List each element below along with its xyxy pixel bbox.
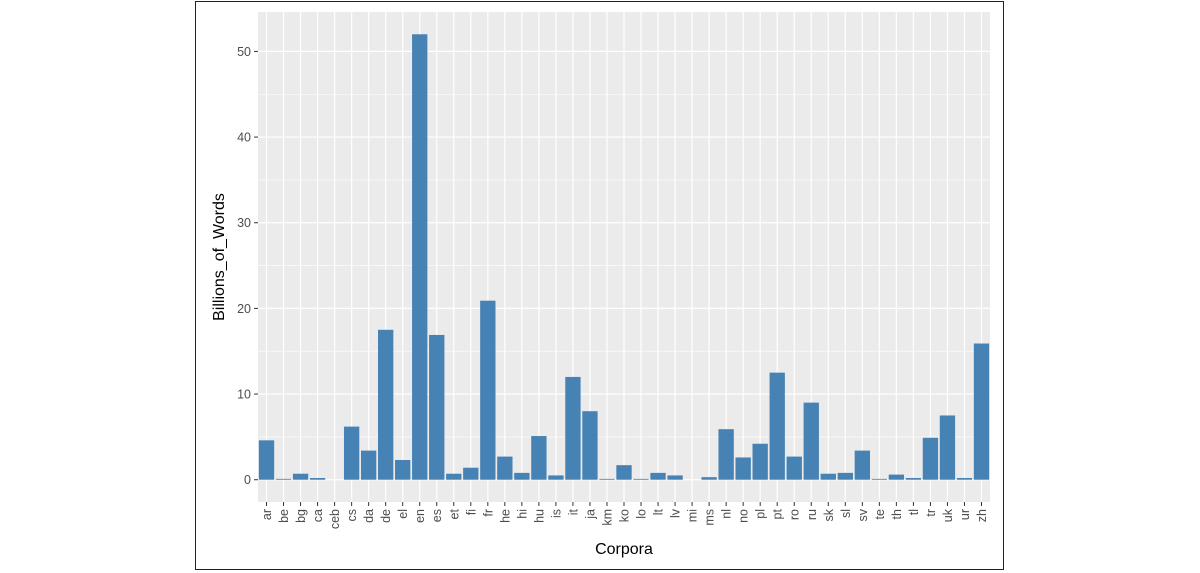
x-tick-label: sl — [839, 509, 853, 518]
x-tick-label: hu — [532, 509, 546, 523]
x-tick-label: sv — [856, 508, 870, 521]
bar-es — [429, 334, 445, 480]
y-tick-label: 0 — [244, 473, 251, 487]
x-tick-label: uk — [941, 508, 955, 522]
bar-et — [446, 473, 462, 480]
bar-te — [871, 478, 888, 480]
x-tick-label: et — [447, 508, 461, 519]
bar-ca — [309, 478, 326, 480]
x-tick-label: te — [873, 509, 887, 519]
x-tick-label: cs — [345, 509, 359, 522]
x-tick-label: he — [498, 509, 512, 523]
bar-da — [360, 450, 377, 480]
bar-ur — [956, 478, 973, 480]
y-tick-label: 20 — [237, 302, 251, 316]
bar-pl — [752, 443, 768, 480]
x-tick-label: th — [890, 509, 904, 519]
bar-ko — [616, 465, 632, 480]
bar-ro — [786, 456, 802, 480]
bar-he — [497, 456, 513, 480]
bar-hu — [531, 436, 547, 480]
x-tick-label: el — [396, 509, 410, 519]
x-tick-label: ar — [260, 509, 274, 520]
bar-tr — [922, 437, 939, 480]
x-tick-label: da — [362, 509, 376, 523]
x-tick-label: en — [413, 509, 427, 523]
bar-de — [378, 329, 394, 480]
bar-el — [395, 460, 411, 480]
bar-fi — [463, 467, 479, 480]
y-tick-label: 30 — [237, 216, 251, 230]
bar-ja — [582, 411, 598, 480]
x-tick-label: tl — [907, 509, 921, 515]
x-tick-label: is — [549, 509, 563, 518]
bar-bg — [292, 473, 309, 480]
x-tick-label: de — [379, 509, 393, 523]
x-tick-label: ko — [618, 509, 632, 522]
x-tick-label: ru — [805, 509, 819, 520]
x-tick-label: pl — [754, 509, 768, 519]
bar-ar — [258, 440, 275, 480]
bar-lv — [667, 475, 683, 480]
x-axis: ar be bg ca ceb cs da de el en es et fi fr he hi hu is it j… — [260, 502, 989, 529]
y-axis-title: Billions_of_Words — [211, 193, 228, 321]
bar-lt — [650, 472, 666, 480]
bar-nl — [718, 429, 734, 480]
x-tick-label: no — [737, 509, 751, 523]
bar-sl — [837, 472, 853, 480]
bar-uk — [939, 415, 956, 480]
bar-hi — [514, 472, 530, 480]
x-tick-label: fi — [464, 509, 478, 515]
bar-is — [548, 475, 564, 480]
x-tick-label: bg — [294, 509, 308, 523]
x-tick-label: it — [566, 508, 580, 515]
bar-ms — [701, 477, 717, 480]
bar-en — [412, 34, 428, 480]
bar-fr — [480, 300, 496, 480]
bar-be — [275, 478, 292, 480]
x-tick-label: sk — [822, 508, 836, 521]
x-tick-label: ca — [311, 509, 325, 522]
x-tick-label: be — [277, 509, 291, 523]
x-tick-label: nl — [720, 509, 734, 519]
x-tick-label: fr — [481, 509, 495, 517]
bar-lo — [633, 478, 649, 480]
x-tick-label: pt — [771, 508, 785, 519]
bar-cs — [343, 426, 360, 480]
bar-th — [888, 474, 905, 480]
bar-sk — [820, 473, 836, 480]
x-tick-label: lo — [635, 509, 649, 519]
bar-tl — [905, 478, 922, 480]
bar-no — [735, 457, 751, 480]
y-tick-label: 50 — [237, 45, 251, 59]
bar-pt — [769, 372, 785, 480]
x-tick-label: mi — [686, 509, 700, 522]
bar-ru — [803, 402, 819, 480]
x-tick-label: ja — [583, 509, 597, 520]
x-tick-label: ur — [958, 509, 972, 520]
x-tick-label: es — [430, 509, 444, 522]
x-tick-label: tr — [924, 509, 938, 517]
x-axis-title: Corpora — [595, 541, 653, 558]
x-tick-label: lv — [669, 508, 683, 518]
bar-sv — [854, 450, 870, 480]
x-tick-label: ms — [703, 509, 717, 526]
x-tick-label: hi — [515, 509, 529, 519]
bar-km — [599, 478, 615, 480]
x-tick-label: ro — [788, 509, 802, 520]
bar-zh — [973, 343, 990, 480]
bar-it — [565, 376, 581, 480]
bars — [258, 34, 990, 480]
x-tick-label: zh — [975, 509, 989, 522]
y-axis: 0 10 20 30 40 50 — [237, 45, 258, 487]
x-tick-label: km — [600, 509, 614, 526]
x-tick-label: ceb — [328, 509, 342, 529]
y-tick-label: 40 — [237, 131, 251, 145]
x-tick-label: lt — [652, 508, 666, 515]
y-tick-label: 10 — [237, 388, 251, 402]
